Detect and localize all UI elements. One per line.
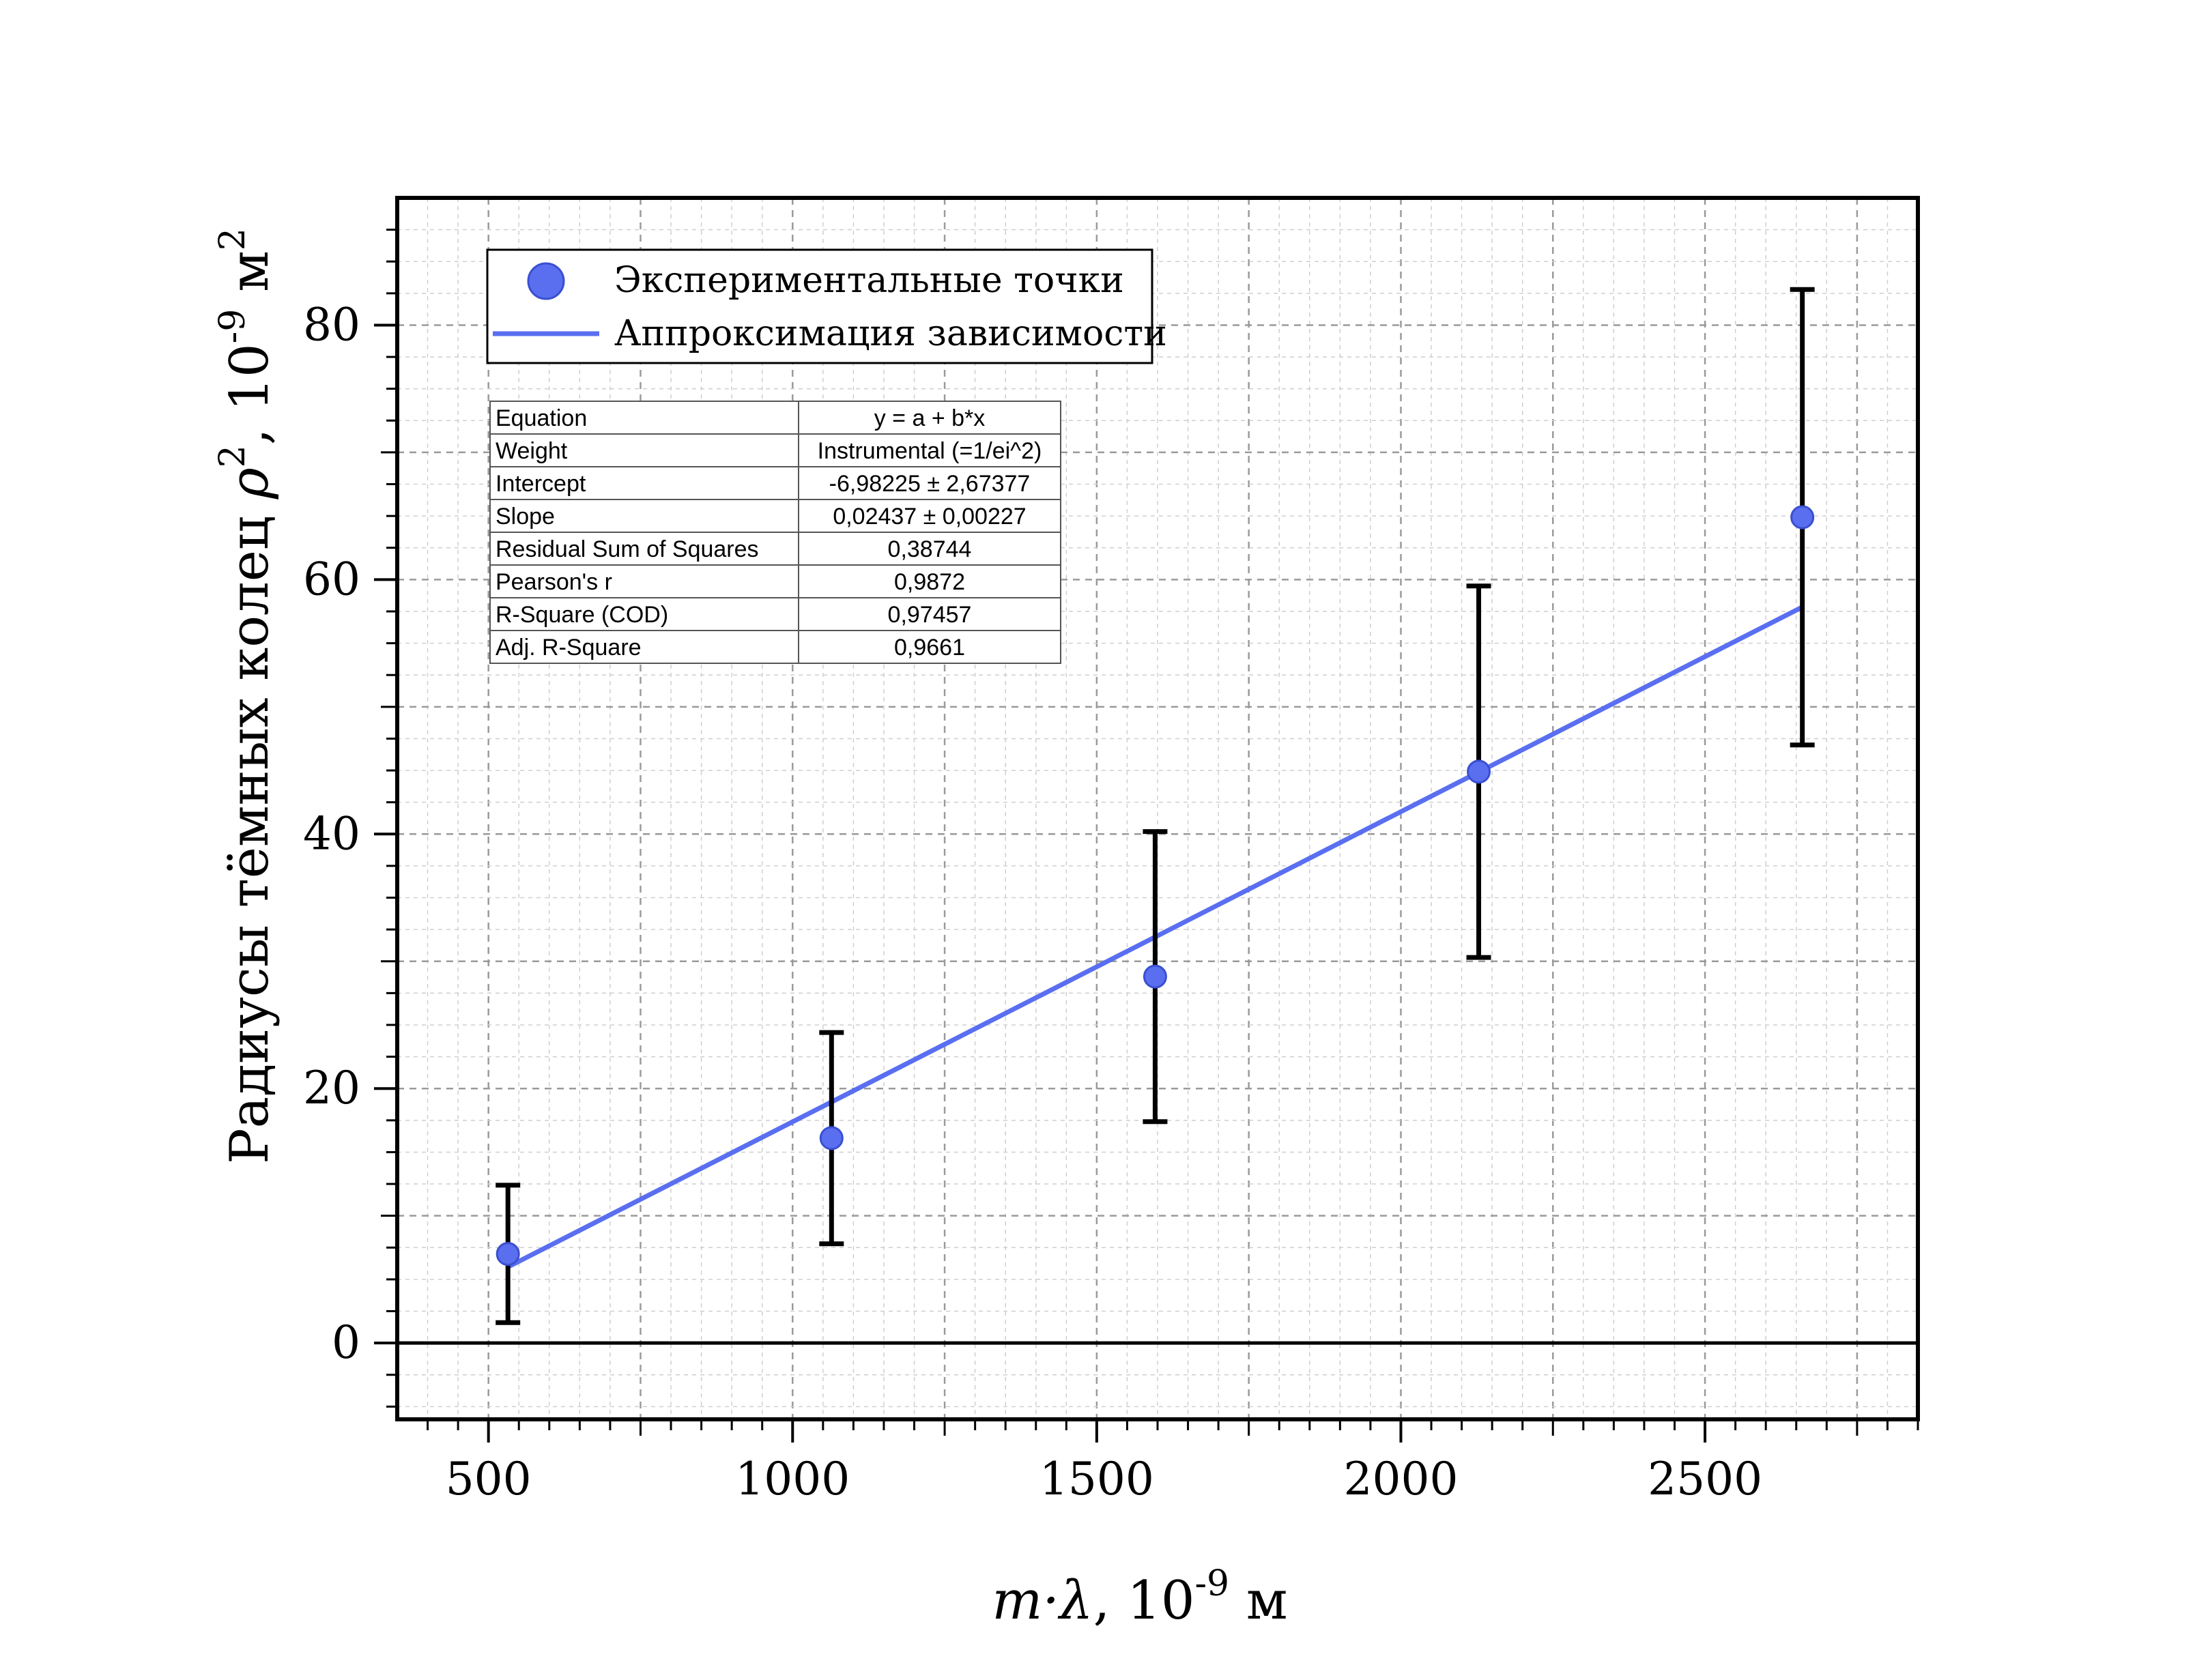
legend-label-points: Экспериментальные точки [614, 260, 1124, 301]
y-tick-label: 40 [303, 807, 360, 860]
x-axis-title-exp: -9 [1194, 1563, 1229, 1604]
stats-table-value: 0,9872 [894, 569, 965, 595]
legend-box [486, 248, 1153, 364]
stats-table-key: Equation [496, 405, 587, 431]
y-axis-title-mid: , 10 [219, 343, 281, 445]
y-tick-label: 0 [332, 1316, 360, 1369]
x-tick-label: 1000 [735, 1453, 850, 1505]
x-tick-label: 2000 [1343, 1453, 1458, 1505]
stats-table-value: 0,9661 [894, 635, 965, 661]
data-point [496, 1242, 520, 1266]
stats-table-value: Instrumental (=1/ei^2) [818, 438, 1042, 464]
stats-table-key: Weight [496, 438, 568, 464]
stats-table-value: 0,38744 [888, 536, 972, 562]
x-tick-label: 2500 [1648, 1453, 1762, 1505]
x-axis-title: m·λ, 10-9 м [992, 1563, 1287, 1632]
data-point [1143, 964, 1167, 989]
ticklabel-layer: 500 1000 1500 2000 2500 0 20 40 60 80 [303, 298, 1762, 1505]
stats-table-key: Slope [496, 504, 555, 530]
y-axis-title-tail: м [219, 250, 281, 308]
legend: Экспериментальные точки Аппроксимация за… [486, 248, 1167, 364]
data-point [1467, 759, 1491, 784]
data-point [819, 1126, 844, 1150]
y-axis-title: Радиусы тёмных колец ρ2, 10-9 м2 [212, 228, 281, 1164]
y-axis-title-prefix: Радиусы тёмных колец [219, 499, 281, 1164]
y-tick-label: 60 [303, 553, 360, 605]
y-axis-title-sq: 2 [212, 445, 253, 467]
y-axis-title-sq2: 2 [212, 228, 253, 250]
y-tick-label: 20 [303, 1062, 360, 1114]
stats-table-key: Pearson's r [496, 569, 612, 595]
x-tick-label: 1500 [1039, 1453, 1154, 1505]
stats-table: Equation y = a + b*x Weight Instrumental (=… [489, 401, 1061, 664]
stats-table-key: R-Square (COD) [496, 602, 668, 628]
stats-table-value: 0,02437 ± 0,00227 [833, 504, 1026, 530]
grid-layer [397, 198, 1918, 1419]
x-axis-title-var: m·λ [992, 1570, 1093, 1632]
stats-table-key: Intercept [496, 471, 586, 497]
x-axis-title-units: , 10 [1093, 1570, 1195, 1632]
y-axis-title-exp: -9 [212, 309, 253, 344]
x-tick-label: 500 [446, 1453, 532, 1505]
x-axis-title-tail: м [1229, 1570, 1287, 1632]
y-tick-label: 80 [303, 298, 360, 351]
legend-label-fit: Аппроксимация зависимости [614, 313, 1167, 354]
data-point [1790, 505, 1815, 530]
stats-table-value: y = a + b*x [874, 405, 986, 431]
stats-table-value: -6,98225 ± 2,67377 [829, 471, 1031, 497]
legend-marker-points [527, 262, 565, 300]
ticks-layer [374, 229, 1919, 1443]
stats-table-key: Adj. R-Square [496, 635, 642, 661]
points-layer [496, 505, 1815, 1266]
stats-table-key: Residual Sum of Squares [496, 536, 759, 562]
y-axis-title-var: ρ [219, 467, 281, 499]
stats-table-value: 0,97457 [888, 602, 972, 628]
